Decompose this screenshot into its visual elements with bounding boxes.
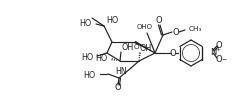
Text: HO: HO — [81, 53, 93, 62]
Text: O: O — [115, 82, 121, 91]
Text: +: + — [215, 47, 220, 51]
Text: O: O — [156, 16, 162, 25]
Text: O: O — [133, 44, 139, 50]
Text: O: O — [216, 41, 222, 50]
Text: O: O — [173, 27, 179, 36]
Text: HO: HO — [79, 19, 91, 27]
Text: CH₃: CH₃ — [189, 26, 202, 32]
Text: OH: OH — [122, 42, 134, 51]
Text: O: O — [170, 48, 176, 57]
Text: OH: OH — [140, 44, 152, 53]
Text: HO: HO — [83, 71, 95, 80]
Text: HO: HO — [95, 54, 107, 62]
Text: HN: HN — [115, 66, 127, 76]
Text: O: O — [216, 54, 222, 63]
Text: N: N — [210, 48, 216, 56]
Text: −: − — [221, 56, 227, 62]
Polygon shape — [134, 41, 155, 53]
Text: HO: HO — [106, 16, 118, 25]
Text: OHO: OHO — [137, 24, 153, 30]
